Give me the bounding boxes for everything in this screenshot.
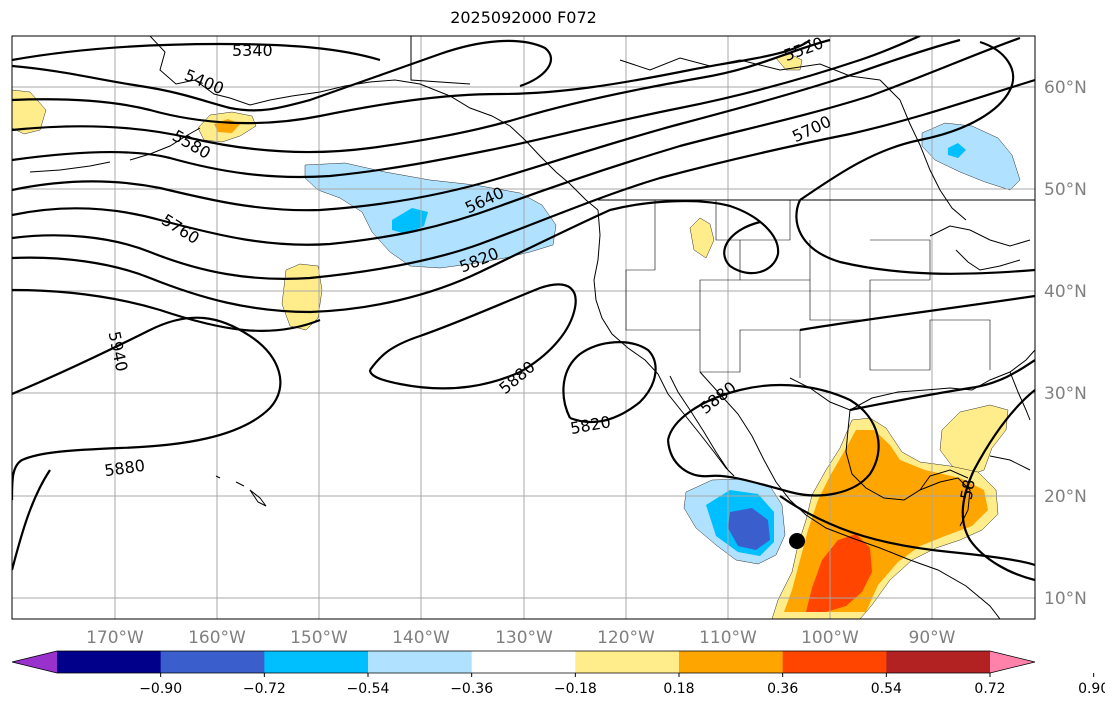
positive-anomaly-rockies [689,217,715,259]
colorbar-segment [471,651,576,673]
colorbar-tick-label: −0.72 [243,681,286,697]
latitude-labels: 60°N 50°N 40°N 30°N 20°N 10°N [1044,78,1087,609]
contour-5880-mexico [666,383,880,497]
contour-5880-gulf [849,359,1035,412]
great-lakes [929,225,1031,271]
arctic-coast [619,57,881,81]
positive-anomaly-central-america-core [806,534,872,612]
colorbar-extend-low [12,651,57,673]
lon-label: 110°W [699,628,757,648]
mexico-west-coast [699,371,1001,619]
colorbar-tick-label: 0.90 [1078,681,1105,697]
positive-anomaly-aleutian-west [12,89,47,135]
height-contours [12,36,1035,582]
contour-5940 [12,316,282,501]
colorbar-segment [886,651,991,673]
contour-5880-caribbean [961,389,1035,582]
positive-anomaly-midpacific [281,263,323,331]
colorbar-tick-label: −0.90 [139,681,182,697]
positive-anomaly-florida [939,404,1009,477]
contour-5580 [12,36,921,179]
state-boundaries [625,200,991,378]
colorbar-segment [57,651,162,673]
contour-5460 [12,39,811,125]
baja-california [657,373,735,477]
colorbar-tick-label: 0.18 [663,681,694,697]
colorbar-tick-label: −0.54 [347,681,390,697]
contour-5880-mid [795,199,1035,275]
contour-5820-baja [562,341,657,423]
colorbar-segment [679,651,784,673]
lon-label: 160°W [188,628,246,648]
contour-5640 [12,38,961,212]
hudson-bay-coast [879,79,967,221]
colorbar-segment [368,651,473,673]
us-west-coast [593,209,659,375]
colorbar-outline [11,650,1036,674]
contour-5340 [12,42,381,62]
mexico-gulf-coast [845,409,971,527]
hawaii-islands [215,475,267,507]
lat-label: 10°N [1044,589,1087,609]
aleutian-chain-west [29,161,111,173]
colorbar-segment [264,651,369,673]
contour-5760 [12,78,1035,280]
lon-label: 90°W [909,628,956,648]
contour-5880-north [12,283,577,390]
colorbar-tick-label: 0.72 [974,681,1005,697]
longitude-labels: 170°W 160°W 150°W 140°W 130°W 120°W 110°… [86,628,956,648]
contour-5820-north [12,199,780,314]
lon-label: 150°W [290,628,348,648]
colorbar-segment [575,651,680,673]
lon-label: 100°W [801,628,859,648]
contour-5520 [12,38,831,154]
lon-label: 140°W [392,628,450,648]
colorbar-tick-label: 0.54 [871,681,902,697]
negative-anomaly-pacific-core [392,208,428,234]
contour-5400 [12,39,552,112]
alaska-canada-border [410,36,471,85]
lon-label: 120°W [597,628,655,648]
contour-5880-south [799,294,1035,332]
colorbar: −0.90 −0.72 −0.54 −0.36 −0.18 0.18 0.36 0.54 0.7… [11,650,1105,697]
colorbar-segment [160,651,265,673]
colorbar-tick-label: −0.18 [554,681,597,697]
map-title: 2025092000 F072 [450,8,597,27]
lon-label: 170°W [86,628,144,648]
colorbar-tick-label: −0.36 [450,681,493,697]
lat-label: 50°N [1044,180,1087,200]
lat-label: 60°N [1044,78,1087,98]
location-marker [789,533,805,549]
yucatan-coast [919,469,969,491]
contour-label: 5340 [232,41,273,60]
contour-5820-east [799,40,1015,201]
contour-5700 [12,36,1021,246]
aleutian-chain [129,127,201,161]
colorbar-segment [782,651,887,673]
lat-label: 20°N [1044,487,1087,507]
coastlines [29,36,1035,619]
negative-anomaly-mexico-core [728,508,770,550]
cuba-coast [989,455,1031,471]
colorbar-tick-label: 0.36 [767,681,798,697]
contour-label: 58 [957,478,979,501]
lon-label: 130°W [495,628,553,648]
lat-label: 30°N [1044,384,1087,404]
contour-5860-central-america [779,495,1035,567]
lat-label: 40°N [1044,282,1087,302]
negative-anomaly-canada-core [948,143,966,158]
map-frame [11,35,1036,620]
contour-5880-west [12,469,51,571]
alaska-coast [149,36,599,211]
colorbar-extend-high [990,651,1035,673]
